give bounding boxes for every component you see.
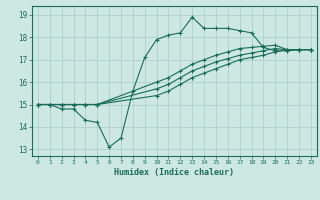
X-axis label: Humidex (Indice chaleur): Humidex (Indice chaleur) [115,168,234,177]
